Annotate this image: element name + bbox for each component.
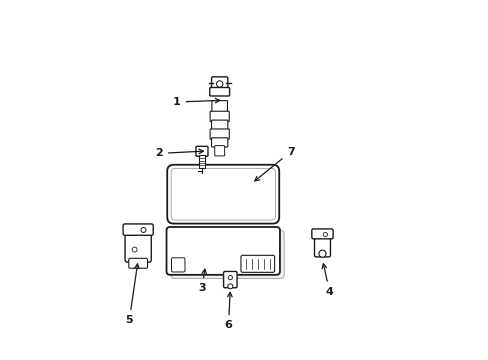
FancyBboxPatch shape (311, 229, 332, 239)
FancyBboxPatch shape (211, 138, 227, 147)
FancyBboxPatch shape (123, 224, 153, 235)
FancyBboxPatch shape (170, 230, 284, 278)
FancyBboxPatch shape (210, 129, 229, 139)
Circle shape (318, 250, 325, 257)
FancyBboxPatch shape (211, 77, 227, 91)
FancyBboxPatch shape (128, 258, 147, 268)
FancyBboxPatch shape (214, 145, 224, 156)
Text: 5: 5 (125, 264, 139, 325)
Text: 2: 2 (155, 148, 203, 158)
Text: 3: 3 (198, 269, 206, 293)
FancyBboxPatch shape (241, 255, 274, 272)
FancyBboxPatch shape (223, 271, 237, 288)
FancyBboxPatch shape (166, 227, 279, 275)
Circle shape (216, 81, 223, 87)
Text: 6: 6 (224, 292, 232, 330)
Circle shape (228, 275, 232, 280)
FancyBboxPatch shape (211, 120, 227, 130)
Circle shape (323, 233, 327, 237)
FancyBboxPatch shape (211, 100, 227, 113)
Circle shape (132, 247, 137, 252)
FancyBboxPatch shape (196, 146, 207, 156)
Circle shape (141, 228, 145, 233)
FancyBboxPatch shape (171, 258, 184, 272)
Bar (198, 155, 205, 168)
FancyBboxPatch shape (210, 111, 229, 122)
Circle shape (227, 284, 232, 289)
Text: 4: 4 (322, 264, 333, 297)
FancyBboxPatch shape (314, 234, 330, 257)
FancyBboxPatch shape (209, 87, 229, 96)
FancyBboxPatch shape (125, 228, 151, 262)
Text: 1: 1 (173, 97, 219, 107)
FancyBboxPatch shape (167, 165, 279, 224)
Text: 7: 7 (254, 147, 294, 181)
